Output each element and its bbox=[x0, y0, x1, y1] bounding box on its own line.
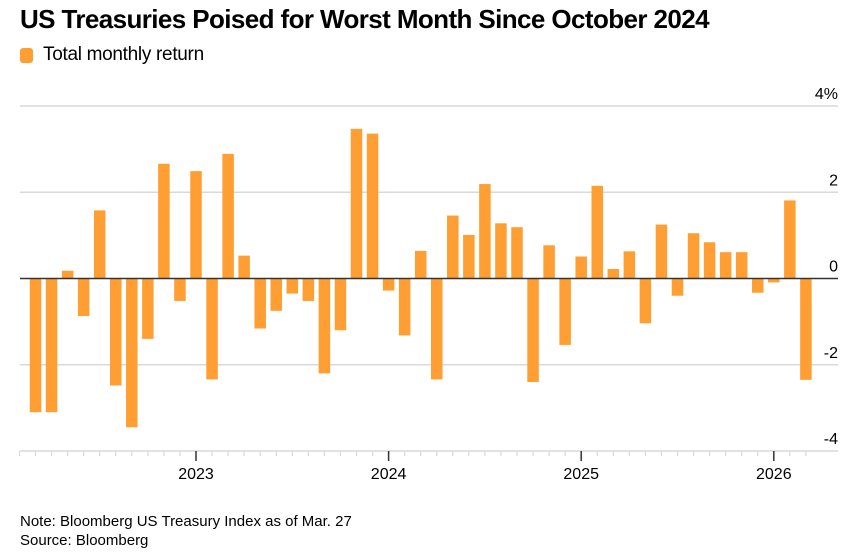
x-tick-label: 2025 bbox=[563, 466, 599, 483]
source-text: Source: Bloomberg bbox=[20, 532, 149, 549]
bar-2024-01 bbox=[382, 278, 395, 291]
chart-title: US Treasuries Poised for Worst Month Sin… bbox=[20, 4, 710, 34]
bar-2022-04 bbox=[45, 278, 58, 413]
bar-2023-06 bbox=[270, 278, 282, 311]
bar-2025-03 bbox=[607, 269, 620, 279]
bar-2024-03 bbox=[414, 250, 427, 279]
bar-2023-10 bbox=[334, 278, 347, 331]
legend: Total monthly return bbox=[20, 44, 204, 66]
bar-2026-02 bbox=[784, 200, 796, 279]
x-tick-label: 2023 bbox=[178, 466, 214, 483]
y-tick-label: 2 bbox=[829, 172, 838, 189]
bar-2025-06 bbox=[655, 224, 668, 279]
x-tick-label: 2024 bbox=[371, 466, 407, 483]
bar-2024-04 bbox=[431, 278, 443, 380]
bar-2023-02 bbox=[206, 278, 218, 380]
bar-2024-11 bbox=[543, 245, 555, 279]
bar-2022-10 bbox=[142, 278, 154, 339]
bar-2025-07 bbox=[671, 278, 684, 296]
bar-2025-02 bbox=[591, 185, 603, 279]
bar-chart: 2023 2024 2025 2026 4% 2 0 -2 -4 bbox=[18, 86, 838, 483]
bar-2025-12 bbox=[752, 278, 764, 293]
bar-2022-12 bbox=[174, 278, 186, 301]
y-tick-label: -2 bbox=[824, 345, 838, 362]
bar-2023-05 bbox=[254, 278, 266, 329]
x-tick-label: 2026 bbox=[756, 466, 792, 483]
gridlines bbox=[20, 105, 838, 452]
bar-2022-09 bbox=[126, 278, 138, 428]
bar-2023-07 bbox=[286, 278, 299, 294]
bar-2023-01 bbox=[190, 171, 202, 279]
bar-2023-12 bbox=[366, 133, 379, 279]
x-axis: 2023 2024 2025 2026 bbox=[18, 451, 807, 483]
footer: Note: Bloomberg US Treasury Index as of … bbox=[20, 512, 352, 550]
bar-2023-11 bbox=[350, 128, 363, 279]
bar-2023-08 bbox=[302, 278, 315, 301]
bar-2025-01 bbox=[575, 256, 587, 279]
bar-2024-08 bbox=[495, 223, 507, 279]
legend-label: Total monthly return bbox=[43, 44, 204, 65]
bar-2025-09 bbox=[703, 242, 716, 279]
bar-2024-07 bbox=[479, 184, 491, 279]
bar-2025-08 bbox=[687, 233, 700, 279]
bar-2024-12 bbox=[559, 278, 571, 345]
bar-2025-10 bbox=[719, 252, 732, 279]
bar-2023-09 bbox=[318, 278, 331, 374]
bar-2022-05 bbox=[61, 270, 74, 279]
bar-2024-02 bbox=[398, 278, 411, 336]
bar-2024-05 bbox=[447, 215, 459, 279]
bar-2025-05 bbox=[639, 278, 652, 324]
bar-2024-09 bbox=[511, 227, 523, 279]
bar-2025-04 bbox=[623, 251, 636, 279]
bar-2022-08 bbox=[110, 278, 122, 386]
bar-2025-11 bbox=[735, 252, 748, 279]
bar-2026-01 bbox=[768, 278, 780, 283]
bar-2022-07 bbox=[93, 210, 106, 279]
bar-2022-11 bbox=[158, 163, 170, 279]
bar-2024-06 bbox=[463, 234, 475, 279]
bar-2024-10 bbox=[527, 278, 539, 382]
legend-swatch-total-monthly-return bbox=[20, 47, 33, 63]
note-text: Note: Bloomberg US Treasury Index as of … bbox=[20, 513, 352, 530]
bar-2023-04 bbox=[238, 255, 250, 279]
bar-2022-06 bbox=[77, 278, 90, 317]
y-axis: 4% 2 0 -2 -4 bbox=[815, 86, 838, 448]
y-tick-label: 4% bbox=[815, 86, 838, 103]
y-tick-label: 0 bbox=[829, 259, 838, 276]
bar-2026-03 bbox=[800, 278, 812, 380]
bars bbox=[29, 128, 812, 428]
y-tick-label: -4 bbox=[824, 431, 838, 448]
bar-2022-03 bbox=[29, 278, 42, 413]
bar-2023-03 bbox=[222, 153, 234, 279]
